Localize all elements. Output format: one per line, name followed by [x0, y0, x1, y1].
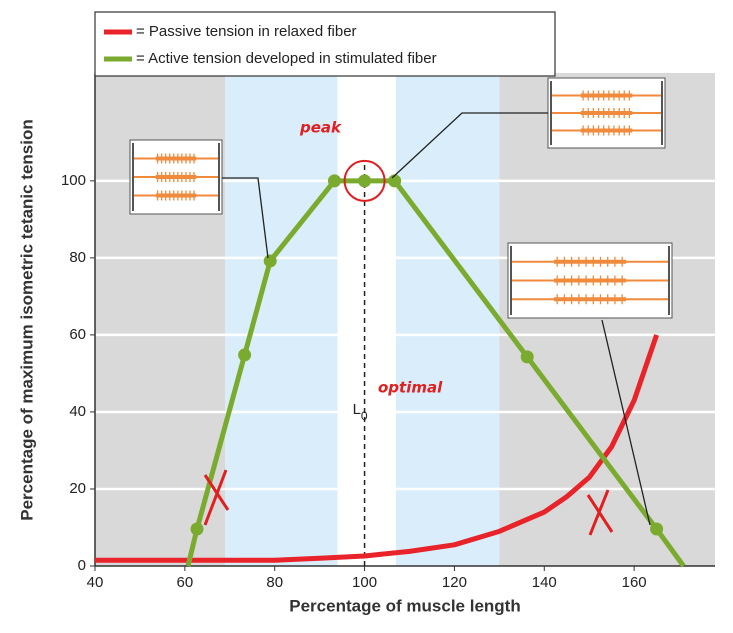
leader-line — [391, 112, 548, 179]
leader-line — [601, 319, 651, 526]
hand-x — [203, 469, 230, 526]
y-tick-label: 0 — [78, 557, 86, 574]
reference-label-main: L — [353, 401, 361, 418]
y-tick-label: 40 — [69, 403, 86, 420]
data-point — [650, 522, 664, 536]
x-tick-label: 120 — [442, 574, 467, 591]
background-region — [396, 73, 500, 566]
leader-line — [222, 177, 269, 259]
series-line — [95, 334, 659, 563]
legend-label: = Active tension developed in stimulated… — [136, 50, 437, 67]
hand-x — [586, 489, 614, 536]
y-axis-title: Percentage of maximum isometric tetanic … — [17, 119, 36, 521]
x-tick-label: 140 — [532, 574, 557, 591]
series-line — [185, 178, 686, 568]
background-region — [499, 73, 715, 566]
annotation: peak — [299, 119, 342, 137]
data-point — [327, 174, 341, 188]
sarcomere-diagram — [129, 139, 223, 215]
x-tick-label: 100 — [352, 574, 377, 591]
y-tick-label: 80 — [69, 249, 86, 266]
annotation: optimal — [378, 379, 443, 397]
sarcomere-diagram — [507, 242, 673, 319]
legend-box — [94, 11, 556, 77]
data-point — [238, 348, 252, 362]
y-tick-label: 20 — [69, 480, 86, 497]
x-tick-label: 40 — [87, 574, 104, 591]
y-tick-label: 60 — [69, 326, 86, 343]
x-tick-label: 60 — [177, 574, 194, 591]
data-point — [190, 522, 204, 536]
legend-label: = Passive tension in relaxed fiber — [136, 23, 357, 40]
x-tick-label: 160 — [622, 574, 647, 591]
y-tick-label: 100 — [61, 172, 86, 189]
background-region — [337, 73, 397, 566]
x-tick-label: 80 — [266, 574, 283, 591]
data-point — [358, 174, 372, 188]
data-point — [520, 350, 534, 364]
data-point — [388, 174, 402, 188]
x-axis-title: Percentage of muscle length — [289, 596, 520, 615]
background-region — [225, 73, 338, 566]
hand-circle — [343, 159, 386, 202]
reference-label: L0 — [353, 401, 368, 423]
data-point — [263, 254, 277, 268]
sarcomere-diagram — [547, 77, 666, 149]
reference-label-sub: 0 — [361, 409, 368, 423]
